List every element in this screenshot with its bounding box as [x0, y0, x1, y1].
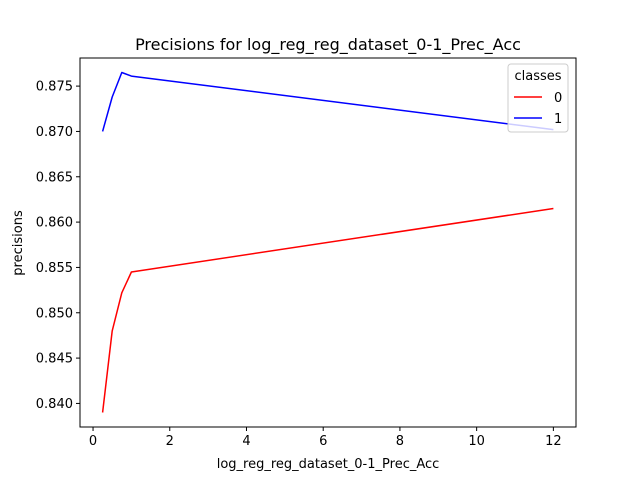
x-tick-label: 0: [89, 434, 97, 449]
x-tick-label: 12: [545, 434, 562, 449]
x-axis-ticks: 0 2 4 6 8 10 12: [89, 427, 562, 449]
y-tick-label: 0.865: [36, 170, 73, 185]
x-tick-label: 10: [468, 434, 485, 449]
legend-label-0: 0: [554, 91, 562, 106]
series-layer: [101, 71, 554, 413]
legend-box: [507, 63, 569, 133]
x-tick-label: 8: [396, 434, 404, 449]
y-tick-label: 0.855: [36, 261, 73, 276]
y-tick-label: 0.850: [36, 306, 73, 321]
y-tick-label: 0.870: [36, 125, 73, 140]
series-line-1: [101, 71, 554, 132]
y-tick-label: 0.840: [36, 397, 73, 412]
plot-frame: [79, 57, 577, 428]
legend-entries: 01: [514, 91, 562, 127]
y-tick-label: 0.845: [36, 352, 73, 367]
y-axis-label: precisions: [11, 210, 26, 276]
legend-title: classes: [514, 69, 561, 84]
x-axis-label: log_reg_reg_dataset_0-1_Prec_Acc: [217, 457, 440, 472]
y-axis-ticks: 0.840 0.845 0.850 0.855 0.860 0.865 0.870 0.875: [36, 80, 80, 412]
legend-label-1: 1: [554, 112, 562, 127]
legend: classes 01: [507, 63, 569, 133]
x-tick-label: 6: [319, 434, 327, 449]
y-tick-label: 0.860: [36, 216, 73, 231]
y-tick-label: 0.875: [36, 80, 73, 95]
x-tick-label: 2: [166, 434, 174, 449]
x-tick-label: 4: [242, 434, 250, 449]
series-line-0: [101, 207, 554, 413]
chart-title: Precisions for log_reg_reg_dataset_0-1_P…: [135, 35, 521, 55]
